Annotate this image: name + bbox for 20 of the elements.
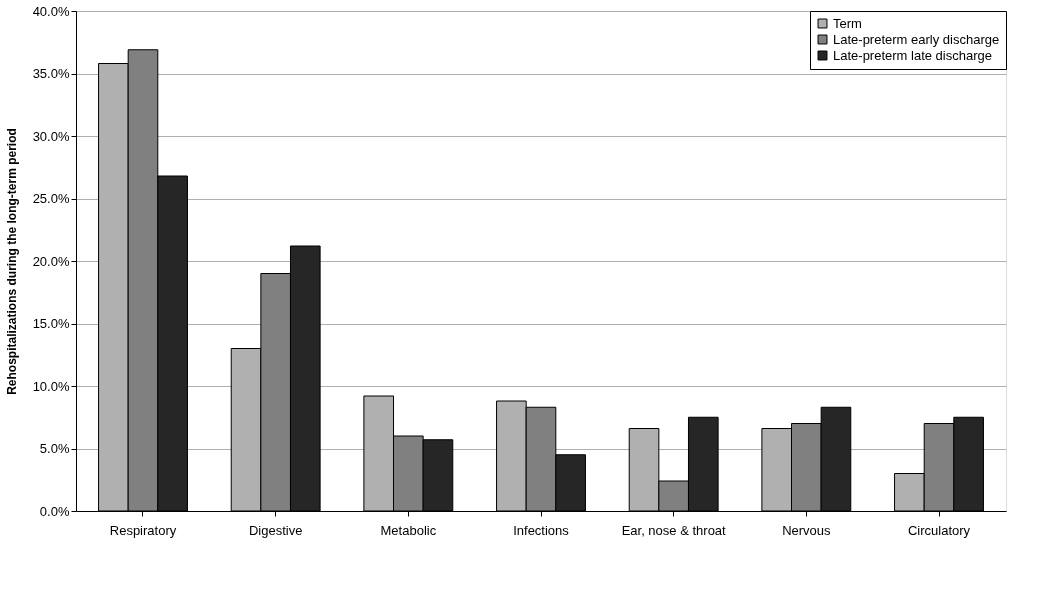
y-tick-label: 40.0% [32,3,70,19]
x-tick-label: Metabolic [380,522,437,538]
y-tick-label: 25.0% [32,191,70,206]
legend-label: Term [833,15,862,31]
x-tick-label: Infections [513,522,570,538]
x-tick-label: Digestive [248,522,303,538]
x-tick-label: Circulatory [907,522,971,538]
y-tick-label: 5.0% [39,441,70,456]
legend-label: Late-preterm early discharge [833,31,1000,47]
y-tick-label: 30.0% [32,128,70,144]
y-tick-label: 0.0% [39,503,70,519]
x-tick-label: Ear, nose & throat [621,522,727,538]
y-axis-title: Rehospitalizations during the long-term period [4,128,19,395]
x-tick-label: Nervous [782,522,832,538]
legend-label: Late-preterm late discharge [833,47,992,63]
y-tick-label: 15.0% [32,316,70,331]
y-tick-label: 35.0% [32,66,70,81]
y-tick-label: 20.0% [32,253,70,269]
x-tick-label: Respiratory [109,522,177,538]
y-tick-label: 10.0% [32,378,70,394]
